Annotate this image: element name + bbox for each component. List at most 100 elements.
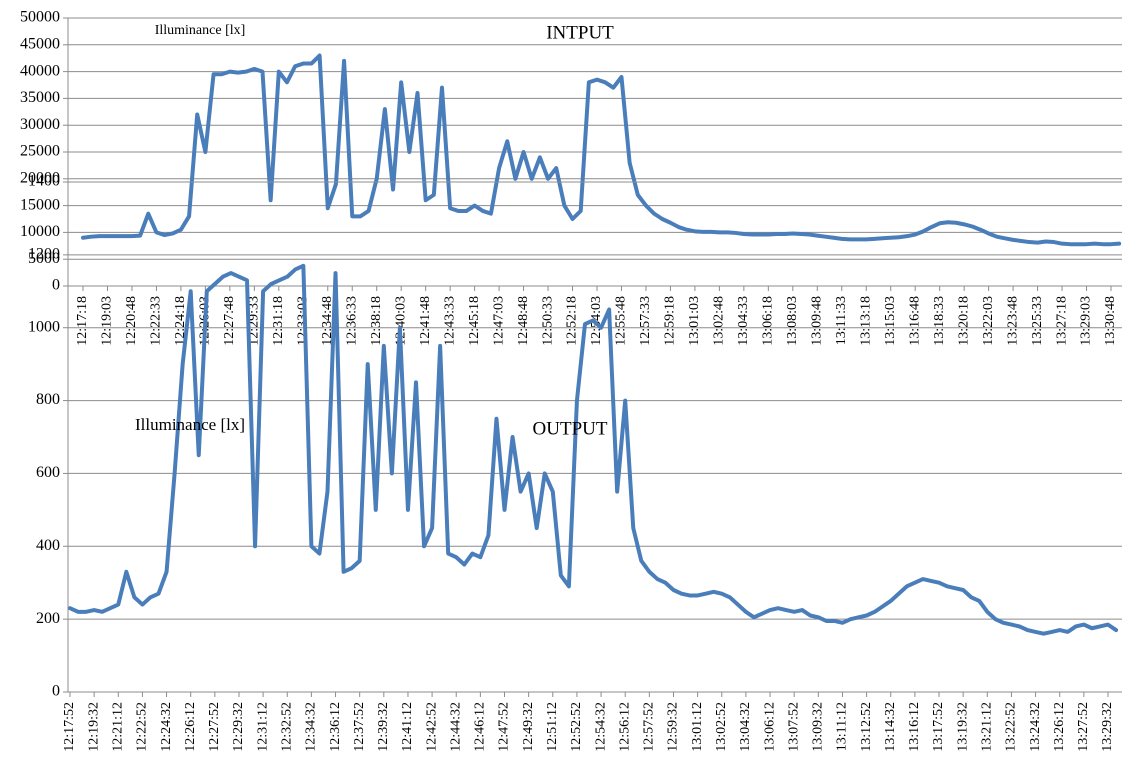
x-tick-label: 13:27:18 xyxy=(1054,296,1069,346)
x-tick-label: 12:24:32 xyxy=(159,702,174,752)
x-tick-label: 13:08:03 xyxy=(785,296,800,346)
x-tick-label: 12:40:03 xyxy=(393,296,408,346)
x-tick-label: 13:19:32 xyxy=(955,702,970,752)
y-tick-label: 1400 xyxy=(28,173,60,190)
x-tick-label: 12:49:32 xyxy=(521,702,536,752)
x-tick-label: 12:19:32 xyxy=(86,702,101,752)
x-tick-label: 13:22:52 xyxy=(1004,702,1019,752)
x-tick-label: 12:54:32 xyxy=(593,702,608,752)
x-tick-label: 12:46:12 xyxy=(473,702,488,752)
x-tick-label: 12:36:33 xyxy=(344,296,359,346)
x-tick-label: 12:22:52 xyxy=(135,702,150,752)
y-tick-label: 400 xyxy=(36,537,60,554)
x-tick-label: 12:34:32 xyxy=(304,702,319,752)
y-tick-label: 0 xyxy=(52,277,60,294)
x-tick-label: 13:24:32 xyxy=(1028,702,1043,752)
x-tick-label: 12:55:48 xyxy=(614,296,629,346)
x-tick-label: 12:29:32 xyxy=(231,702,246,752)
x-tick-label: 12:41:48 xyxy=(418,296,433,346)
data-line xyxy=(81,53,1122,247)
x-tick-label: 13:11:33 xyxy=(834,296,849,345)
x-tick-label: 12:37:52 xyxy=(352,702,367,752)
x-tick-label: 13:12:52 xyxy=(859,702,874,752)
x-tick-label: 12:44:32 xyxy=(448,702,463,752)
x-tick-label: 12:48:48 xyxy=(516,296,531,346)
x-tick-label: 12:27:52 xyxy=(207,702,222,752)
x-tick-label: 13:29:32 xyxy=(1100,702,1115,752)
data-line xyxy=(68,263,1119,636)
x-tick-label: 12:57:33 xyxy=(638,296,653,346)
x-tick-label: 12:41:12 xyxy=(400,702,415,752)
x-tick-label: 12:56:12 xyxy=(617,702,632,752)
x-tick-label: 13:09:32 xyxy=(811,702,826,752)
x-tick-label: 12:38:18 xyxy=(369,296,384,346)
x-tick-label: 13:02:48 xyxy=(712,296,727,346)
y-tick-label: 30000 xyxy=(20,116,60,133)
y-tick-label: 40000 xyxy=(20,62,60,79)
x-tick-label: 13:30:48 xyxy=(1103,296,1118,346)
x-tick-label: 13:09:48 xyxy=(810,296,825,346)
x-tick-label: 12:27:48 xyxy=(222,296,237,346)
x-tick-label: 13:17:52 xyxy=(931,702,946,752)
x-tick-label: 13:11:12 xyxy=(835,702,850,751)
x-tick-label: 13:07:52 xyxy=(786,702,801,752)
y-tick-label: 45000 xyxy=(20,35,60,52)
x-tick-label: 12:21:12 xyxy=(110,702,125,752)
x-tick-label: 12:51:12 xyxy=(545,702,560,752)
x-tick-label: 12:31:12 xyxy=(255,702,270,752)
x-tick-label: 12:59:32 xyxy=(666,702,681,752)
x-tick-label: 12:32:52 xyxy=(279,702,294,752)
y-tick-label: 200 xyxy=(36,610,60,627)
x-tick-label: 13:04:32 xyxy=(738,702,753,752)
x-tick-label: 13:13:18 xyxy=(858,296,873,346)
y-tick-label: 15000 xyxy=(20,196,60,213)
y-tick-label: 35000 xyxy=(20,89,60,106)
x-tick-label: 12:17:18 xyxy=(75,296,90,346)
annotation: Illuminance [lx] xyxy=(135,415,245,434)
annotation: Illuminance [lx] xyxy=(155,23,246,38)
x-tick-label: 13:29:03 xyxy=(1079,296,1094,346)
x-tick-label: 13:27:52 xyxy=(1076,702,1091,752)
y-tick-label: 800 xyxy=(36,391,60,408)
x-tick-label: 13:01:12 xyxy=(690,702,705,752)
x-tick-label: 13:18:33 xyxy=(932,296,947,346)
x-tick-label: 13:14:32 xyxy=(883,702,898,752)
x-tick-label: 12:45:18 xyxy=(467,296,482,346)
x-tick-label: 12:31:18 xyxy=(271,296,286,346)
x-tick-label: 13:06:18 xyxy=(761,296,776,346)
x-tick-label: 12:39:32 xyxy=(376,702,391,752)
x-tick-label: 13:16:12 xyxy=(907,702,922,752)
x-tick-label: 12:34:48 xyxy=(320,296,335,346)
x-tick-label: 12:43:33 xyxy=(442,296,457,346)
x-tick-label: 12:36:12 xyxy=(328,702,343,752)
y-tick-label: 1000 xyxy=(28,318,60,335)
x-tick-label: 13:25:33 xyxy=(1030,296,1045,346)
x-tick-label: 13:20:18 xyxy=(956,296,971,346)
y-tick-label: 10000 xyxy=(20,223,60,240)
x-tick-label: 12:22:33 xyxy=(149,296,164,346)
x-tick-label: 12:17:52 xyxy=(62,702,77,752)
x-tick-label: 13:01:03 xyxy=(687,296,702,346)
x-tick-label: 12:54:03 xyxy=(589,296,604,346)
chart-title: INTPUT xyxy=(546,22,614,43)
x-tick-label: 12:52:52 xyxy=(569,702,584,752)
x-tick-label: 13:02:52 xyxy=(714,702,729,752)
x-tick-label: 13:16:48 xyxy=(907,296,922,346)
x-tick-label: 13:04:33 xyxy=(736,296,751,346)
x-tick-label: 12:19:03 xyxy=(100,296,115,346)
x-tick-label: 13:15:03 xyxy=(883,296,898,346)
x-tick-label: 12:59:18 xyxy=(663,296,678,346)
y-tick-label: 25000 xyxy=(20,143,60,160)
y-tick-label: 1200 xyxy=(28,246,60,263)
x-tick-label: 13:22:03 xyxy=(981,296,996,346)
x-tick-label: 13:06:12 xyxy=(762,702,777,752)
x-tick-label: 12:26:12 xyxy=(183,702,198,752)
x-tick-label: 12:47:03 xyxy=(491,296,506,346)
x-tick-label: 12:52:18 xyxy=(565,296,580,346)
x-tick-label: 12:57:52 xyxy=(642,702,657,752)
x-tick-label: 12:20:48 xyxy=(124,296,139,346)
x-tick-label: 12:47:52 xyxy=(497,702,512,752)
chart-title: OUTPUT xyxy=(533,418,608,439)
y-tick-label: 50000 xyxy=(20,9,60,26)
